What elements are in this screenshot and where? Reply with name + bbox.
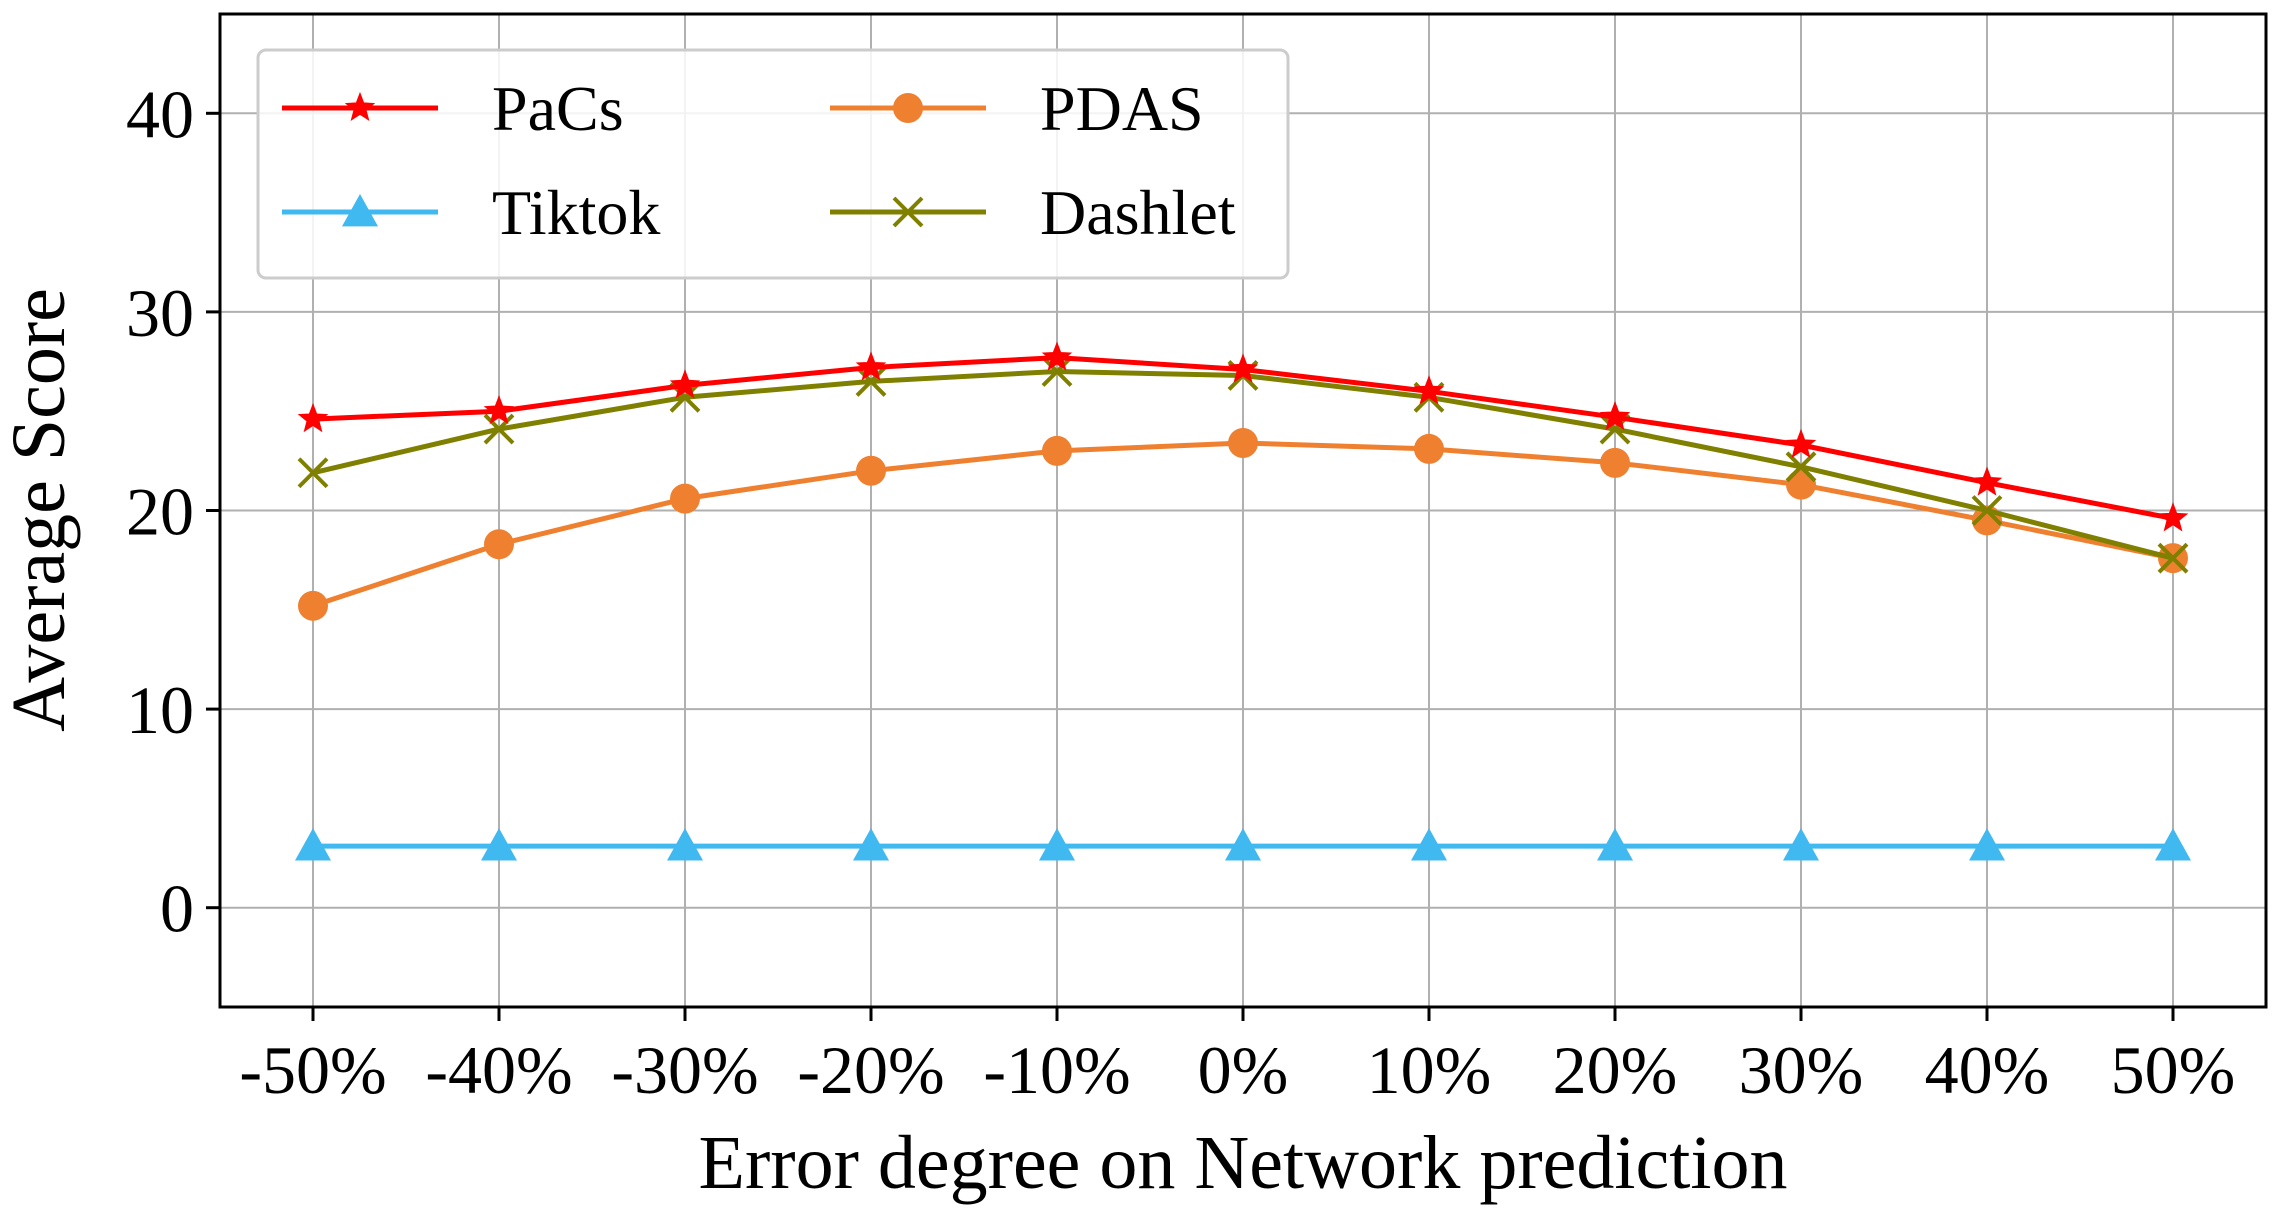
data-point-tiktok bbox=[2155, 828, 2191, 861]
data-point-dashlet bbox=[483, 413, 515, 445]
data-point-pacs bbox=[2157, 502, 2189, 532]
series-layer bbox=[295, 341, 2191, 861]
x-tick-label: 30% bbox=[1739, 1032, 1864, 1108]
data-point-pacs bbox=[1413, 375, 1445, 405]
legend-box bbox=[256, 48, 1290, 280]
x-tick-label: 10% bbox=[1367, 1032, 1492, 1108]
x-tick-label: -50% bbox=[239, 1032, 386, 1108]
legend-marker-pdas bbox=[893, 93, 923, 123]
data-point-pdas bbox=[1600, 447, 1630, 478]
x-axis-title: Error degree on Network prediction bbox=[699, 1121, 1788, 1205]
data-point-pacs bbox=[1227, 353, 1259, 383]
data-point-tiktok bbox=[1597, 828, 1633, 861]
data-point-tiktok bbox=[1783, 828, 1819, 861]
data-point-pacs bbox=[855, 351, 887, 381]
legend-marker-pacs bbox=[344, 91, 376, 121]
data-point-dashlet bbox=[1971, 495, 2003, 526]
data-point-dashlet bbox=[1041, 356, 1073, 387]
y-axis-title: Average Score bbox=[0, 288, 81, 732]
data-point-dashlet bbox=[855, 365, 887, 397]
data-point-pacs bbox=[1599, 401, 1631, 431]
series-pdas bbox=[298, 427, 2188, 621]
data-point-pdas bbox=[670, 483, 700, 514]
data-point-pacs bbox=[297, 402, 329, 433]
series-tiktok bbox=[295, 828, 2191, 861]
data-point-dashlet bbox=[2157, 542, 2189, 574]
x-tick-label: 50% bbox=[2111, 1032, 2236, 1108]
x-tick-label: 20% bbox=[1553, 1032, 1678, 1108]
x-tick-label: -20% bbox=[797, 1032, 944, 1108]
data-point-pacs bbox=[1785, 428, 1817, 458]
legend-entry-dashlet: Dashlet bbox=[830, 177, 1236, 248]
legend-marker-dashlet bbox=[892, 196, 924, 228]
series-pacs bbox=[297, 341, 2189, 532]
y-tick-label: 10 bbox=[126, 672, 194, 748]
y-tick-label: 0 bbox=[160, 871, 194, 947]
x-tick-label: -40% bbox=[425, 1032, 572, 1108]
data-point-pdas bbox=[1228, 427, 1258, 458]
data-point-tiktok bbox=[853, 828, 889, 861]
legend-entry-pacs: PaCs bbox=[282, 73, 624, 144]
data-point-tiktok bbox=[1225, 828, 1261, 861]
data-point-pdas bbox=[856, 455, 886, 486]
data-point-pdas bbox=[484, 529, 514, 560]
legend-label-tiktok: Tiktok bbox=[492, 177, 660, 248]
legend-entry-tiktok: Tiktok bbox=[282, 177, 660, 248]
legend-label-dashlet: Dashlet bbox=[1040, 177, 1236, 248]
data-point-tiktok bbox=[1969, 828, 2005, 861]
data-point-dashlet bbox=[1785, 451, 1817, 483]
legend-label-pacs: PaCs bbox=[492, 73, 624, 144]
data-point-pdas bbox=[298, 590, 328, 621]
data-point-pacs bbox=[483, 395, 515, 425]
axes: -50% -40% -30% -20% -10% 0% 10% 20% 30% 40% 50% 0 10… bbox=[126, 76, 2235, 1108]
data-point-tiktok bbox=[1411, 828, 1447, 861]
data-point-pdas bbox=[1786, 469, 1816, 500]
data-point-pacs bbox=[1041, 341, 1073, 371]
data-point-tiktok bbox=[295, 828, 331, 861]
legend: PaCs PDAS Tiktok Dashlet bbox=[256, 48, 1290, 280]
legend-entry-pdas: PDAS bbox=[830, 73, 1204, 144]
data-point-dashlet bbox=[297, 457, 329, 489]
legend-label-pdas: PDAS bbox=[1040, 73, 1204, 144]
data-point-tiktok bbox=[1039, 828, 1075, 861]
x-tick-label: 0% bbox=[1198, 1032, 1289, 1108]
y-tick-label: 30 bbox=[126, 275, 194, 351]
data-point-pdas bbox=[1042, 435, 1072, 466]
data-point-pacs bbox=[1971, 466, 2003, 496]
data-point-pacs bbox=[669, 369, 701, 399]
data-point-tiktok bbox=[667, 828, 703, 861]
data-point-tiktok bbox=[481, 828, 517, 861]
x-tick-label: -10% bbox=[983, 1032, 1130, 1108]
data-point-pdas bbox=[1414, 433, 1444, 464]
y-tick-label: 40 bbox=[126, 76, 194, 152]
y-tick-label: 20 bbox=[126, 474, 194, 550]
x-tick-label: -30% bbox=[611, 1032, 758, 1108]
legend-marker-tiktok bbox=[342, 194, 378, 227]
x-tick-label: 40% bbox=[1925, 1032, 2050, 1108]
